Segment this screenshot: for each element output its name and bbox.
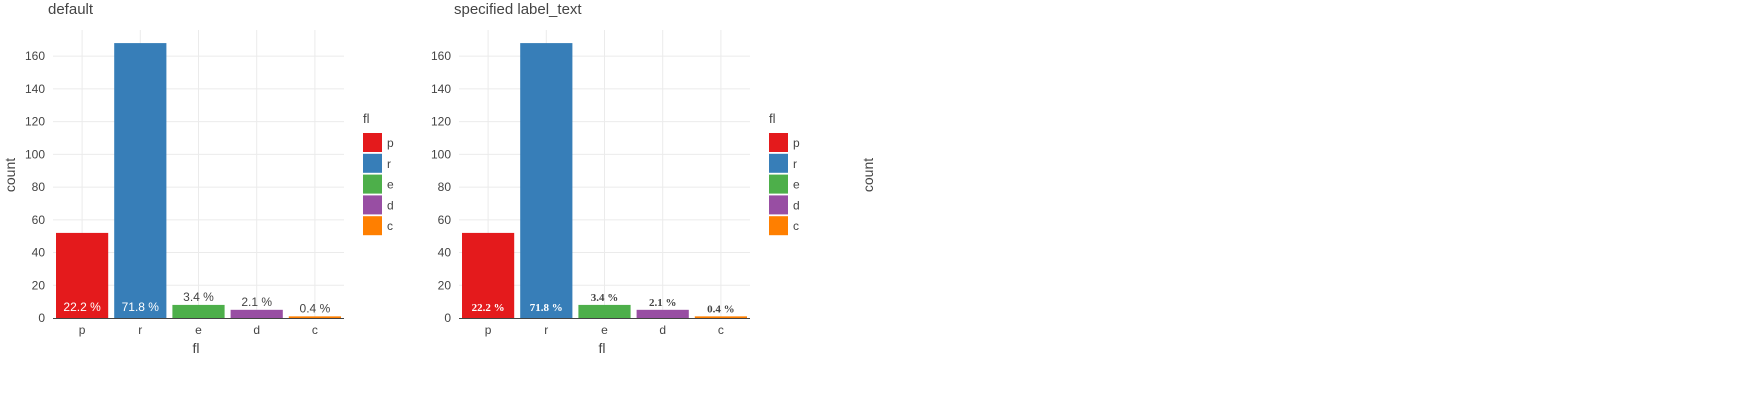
x-axis-title: fl (193, 340, 200, 356)
chart-title: specified label_text (454, 1, 582, 18)
bar-r (520, 43, 573, 318)
legend-swatch-e (363, 174, 382, 194)
x-tick-label: c (718, 323, 724, 337)
grid-layer (459, 30, 750, 319)
y-tick-labels: 0 20 40 60 80 100 120 140 160 (25, 49, 45, 325)
x-tick-label: e (195, 323, 202, 337)
bar-e (172, 304, 225, 318)
y-tick-label: 0 (444, 311, 451, 325)
legend-title: fl (769, 111, 776, 126)
legend-swatch-p (363, 133, 382, 152)
legend-title: fl (363, 111, 370, 126)
chart-title: default (48, 1, 94, 18)
y-tick-label: 0 (38, 311, 45, 325)
bar-label: 2.1 % (649, 297, 677, 309)
legend-label: d (793, 198, 800, 212)
y-tick-label: 60 (32, 213, 46, 227)
bar-c (288, 316, 341, 318)
legend-label: e (387, 178, 394, 192)
bar-label: 22.2 % (472, 302, 505, 314)
bar-c (694, 316, 747, 318)
y-tick-label: 120 (431, 115, 451, 129)
x-tick-label: p (485, 323, 492, 337)
y-tick-label: 40 (438, 246, 452, 260)
legend-label: r (387, 157, 391, 171)
y-tick-label: 40 (32, 246, 46, 260)
legend-swatch-r (363, 153, 382, 173)
legend-label: e (793, 178, 800, 192)
x-tick-label: d (659, 323, 666, 337)
x-tick-label: e (601, 323, 608, 337)
y-tick-label: 160 (25, 49, 45, 63)
x-tick-label: r (138, 323, 142, 337)
grid-layer (53, 30, 344, 319)
bar-label: 0.4 % (707, 303, 735, 315)
legend-label: c (793, 219, 799, 233)
bar-label: 71.8 % (122, 300, 160, 314)
y-tick-label: 100 (431, 147, 451, 161)
legend-label: p (387, 136, 394, 150)
legend-label: d (387, 198, 394, 212)
bar-d (230, 309, 283, 318)
bar-label: 3.4 % (183, 290, 214, 304)
y-tick-label: 20 (438, 278, 452, 292)
legend-swatch-e (769, 174, 788, 194)
legend-label: r (793, 157, 797, 171)
bar-r (114, 43, 167, 318)
bar-label: 71.8 % (530, 302, 563, 314)
y-tick-label: 60 (438, 213, 452, 227)
chart-svg: specified label_text count fl 0 20 40 60 80 1… (431, 1, 876, 356)
bar-label: 3.4 % (591, 292, 619, 304)
y-tick-labels: 0 20 40 60 80 100 120 140 160 (431, 49, 451, 325)
x-tick-label: r (544, 323, 548, 337)
legend-swatch-c (363, 216, 382, 236)
y-tick-label: 160 (431, 49, 451, 63)
chart-svg: default count fl 0 20 40 60 80 100 120 140 160 2… (2, 1, 394, 356)
bar-label: 22.2 % (63, 300, 101, 314)
x-axis-title: fl (599, 340, 606, 356)
x-tick-label: d (253, 323, 260, 337)
y-tick-label: 20 (32, 278, 46, 292)
legend-swatch-d (363, 195, 382, 215)
legend-swatch-p (769, 133, 788, 152)
y-tick-label: 140 (25, 82, 45, 96)
legend-label: c (387, 219, 393, 233)
bar-d (636, 309, 689, 318)
chart-panel-default: default count fl 0 20 40 60 80 100 120 140 160 2… (0, 0, 452, 400)
bar-label: 0.4 % (300, 301, 331, 315)
bar-labels-layer: 22.2 % 71.8 % 3.4 % 2.1 % 0.4 % (63, 290, 330, 315)
legend-label: p (793, 136, 800, 150)
bar-label: 2.1 % (241, 295, 272, 309)
bar-labels-layer: 22.2 % 71.8 % 3.4 % 2.1 % 0.4 % (472, 292, 735, 315)
y-tick-label: 80 (438, 180, 452, 194)
bar-e (578, 304, 631, 318)
legend-swatch-d (769, 195, 788, 215)
bar-p (56, 232, 109, 318)
y-tick-label: 80 (32, 180, 46, 194)
x-tick-label: p (79, 323, 86, 337)
bar-p (462, 232, 515, 318)
y-axis-title: count (860, 158, 876, 192)
y-tick-label: 120 (25, 115, 45, 129)
y-tick-label: 140 (431, 82, 451, 96)
bars-layer (56, 43, 341, 318)
bars-layer (462, 43, 747, 318)
y-tick-label: 100 (25, 147, 45, 161)
legend-swatch-c (769, 216, 788, 236)
y-axis-title: count (2, 158, 18, 192)
legend-swatch-r (769, 153, 788, 173)
chart-panel-specified-label-text: specified label_text count fl 0 20 40 60 80 1… (431, 0, 904, 400)
x-tick-label: c (312, 323, 318, 337)
